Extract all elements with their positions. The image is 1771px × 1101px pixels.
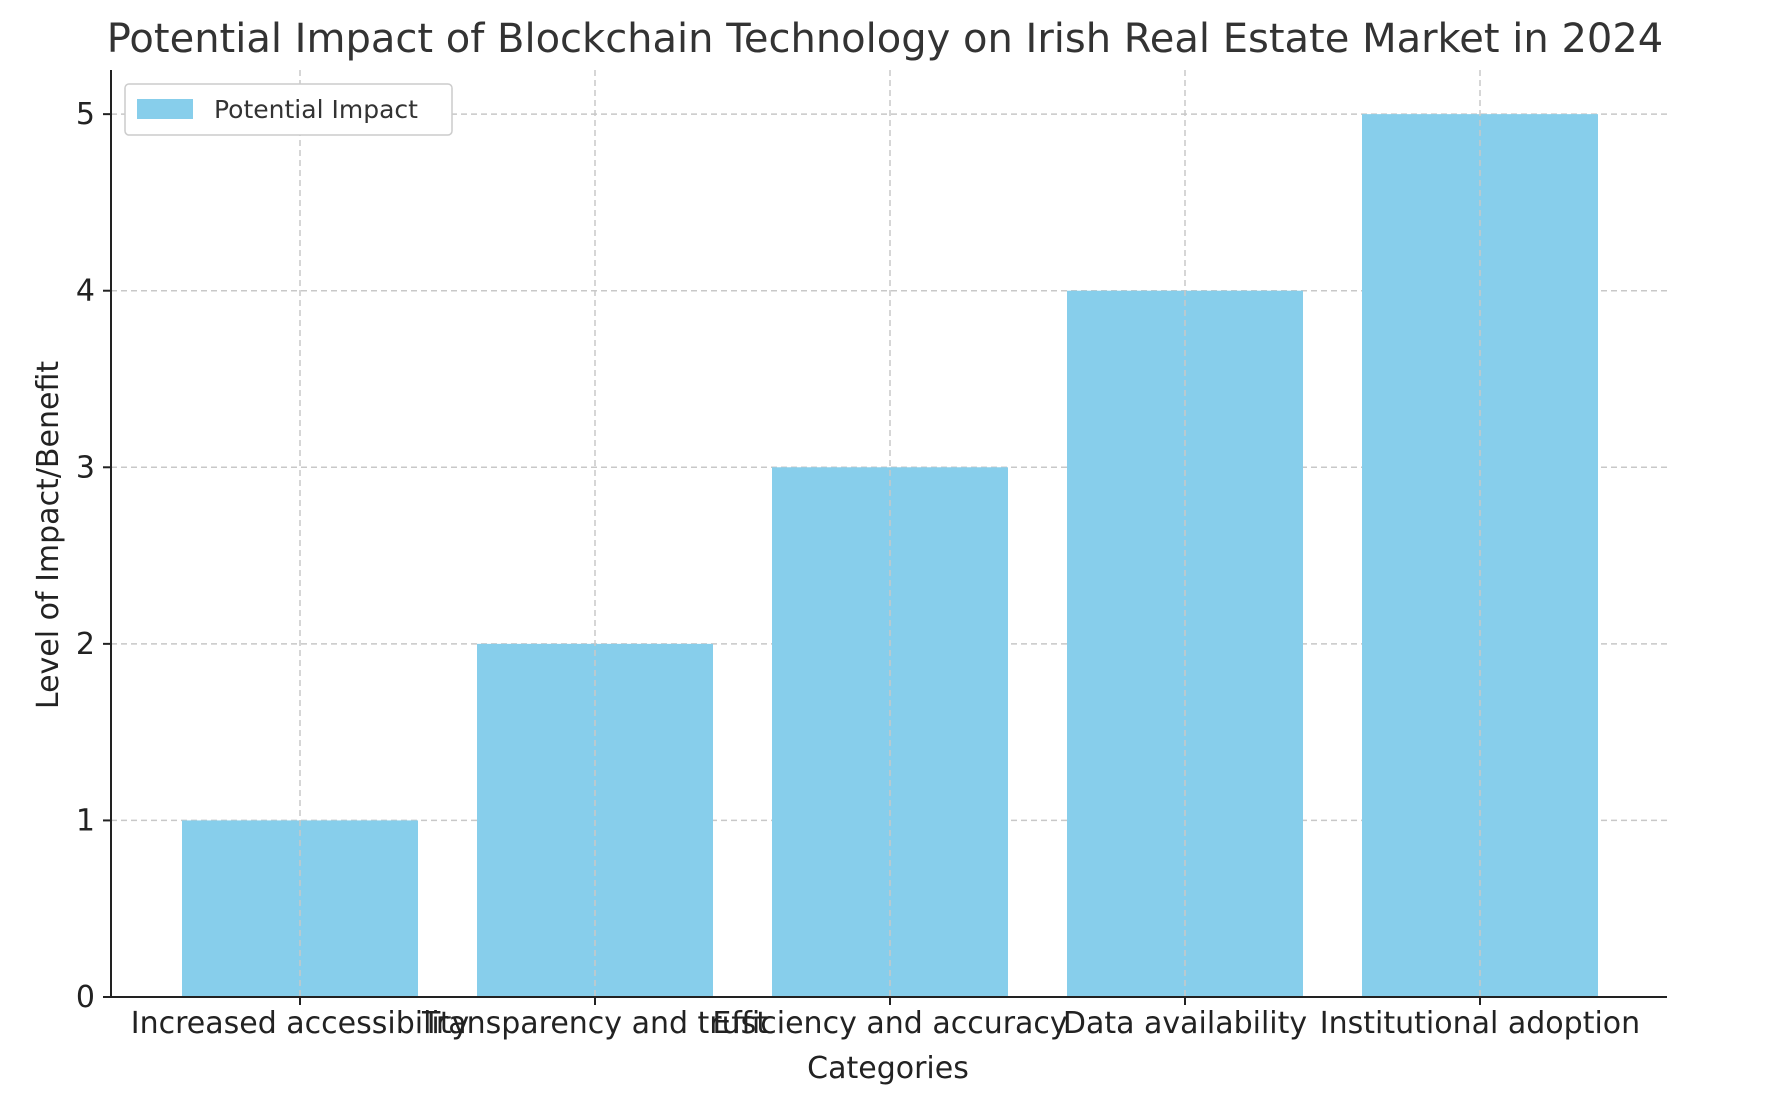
y-tick-label-0: 0 [76, 980, 95, 1015]
bars-layer [182, 70, 1598, 997]
y-tick-label-5: 5 [76, 97, 95, 132]
chart-title: Potential Impact of Blockchain Technolog… [107, 16, 1664, 62]
y-axis-label: Level of Impact/Benefit [31, 361, 66, 709]
x-tick-label-efficiency-and-accuracy: Efficiency and accuracy [712, 1006, 1067, 1041]
chart-legend: Potential Impact [124, 83, 453, 136]
x-tick-label-institutional-adoption: Institutional adoption [1320, 1006, 1640, 1041]
x-axis-label: Categories [807, 1051, 969, 1086]
x-tick-label-data-availability: Data availability [1063, 1006, 1307, 1041]
ticks-layer: 0 1 2 3 4 5 Increased accessibilityTransparenc… [76, 97, 1640, 1041]
bar-increased-accessibility [182, 820, 418, 997]
y-tick-label-2: 2 [76, 627, 95, 662]
legend-label-potential-impact: Potential Impact [214, 95, 418, 124]
legend-frame [124, 83, 453, 136]
y-tick-label-4: 4 [76, 274, 95, 309]
legend-swatch [137, 99, 193, 119]
y-tick-label-3: 3 [76, 450, 95, 485]
y-tick-label-1: 1 [76, 803, 95, 838]
x-tick-label-increased-accessibility: Increased accessibility [131, 1006, 470, 1041]
x-tick-label-transparency-and-trust: Transparency and trust [421, 1006, 768, 1041]
